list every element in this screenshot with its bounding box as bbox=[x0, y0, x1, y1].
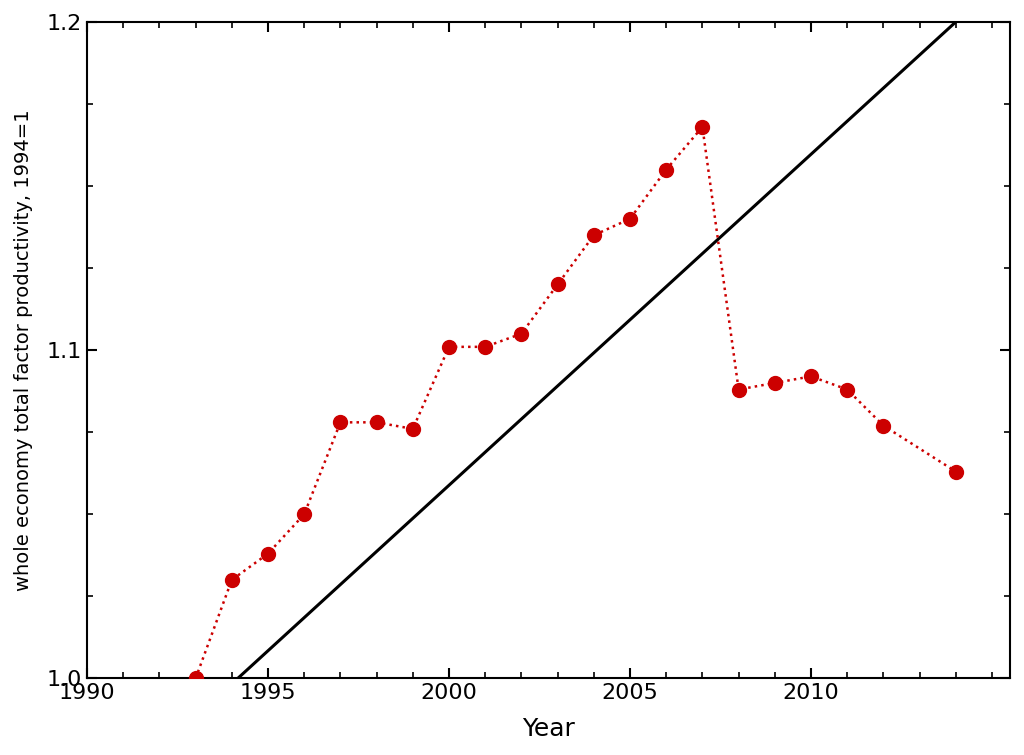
Point bbox=[658, 164, 675, 176]
Point bbox=[730, 384, 746, 396]
Point bbox=[513, 328, 529, 340]
Point bbox=[296, 508, 312, 520]
Point bbox=[369, 416, 385, 428]
Point bbox=[477, 341, 494, 353]
Point bbox=[767, 377, 783, 389]
Point bbox=[187, 672, 204, 684]
X-axis label: Year: Year bbox=[522, 717, 575, 741]
Point bbox=[550, 279, 566, 291]
Point bbox=[440, 341, 457, 353]
Point bbox=[947, 466, 964, 478]
Point bbox=[694, 121, 711, 133]
Y-axis label: whole economy total factor productivity, 1994=1: whole economy total factor productivity,… bbox=[14, 109, 33, 591]
Point bbox=[586, 230, 602, 242]
Point bbox=[622, 213, 638, 225]
Point bbox=[839, 384, 855, 396]
Point bbox=[260, 547, 276, 559]
Point bbox=[404, 423, 421, 435]
Point bbox=[332, 416, 348, 428]
Point bbox=[223, 574, 240, 586]
Point bbox=[803, 371, 819, 383]
Point bbox=[876, 420, 892, 432]
